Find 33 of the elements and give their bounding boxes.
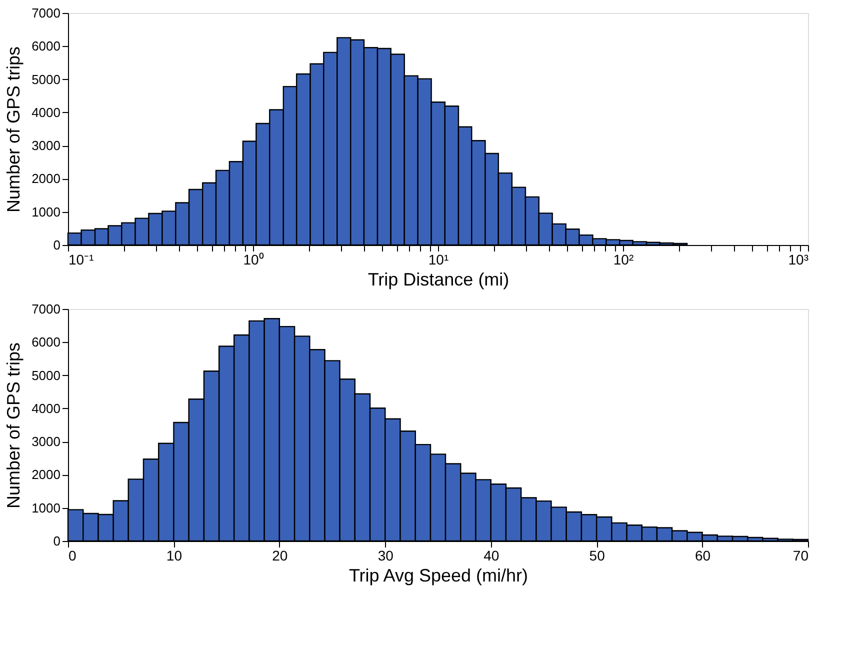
- x-tick-label: 10¹: [428, 252, 449, 268]
- x-axis-title: Trip Distance (mi): [368, 270, 510, 290]
- x-axis-title: Trip Avg Speed (mi/hr): [348, 566, 528, 586]
- y-tick-label: 3000: [32, 434, 60, 450]
- x-tick-label: 10³: [788, 252, 809, 268]
- x-tick-label: 20: [272, 548, 288, 564]
- y-tick-label: 1000: [32, 204, 60, 220]
- y-tick-label: 5000: [32, 72, 60, 87]
- y-tick-label: 1000: [32, 500, 60, 516]
- x-tick-label: 0: [68, 548, 76, 564]
- y-tick-label: 6000: [32, 38, 60, 54]
- x-tick-label: 50: [589, 548, 606, 564]
- x-tick-label: 10: [166, 548, 182, 564]
- y-tick-label: 5000: [32, 368, 60, 383]
- x-tick-label: 40: [484, 548, 500, 564]
- y-tick-label: 3000: [32, 138, 60, 154]
- y-tick-label: 4000: [32, 400, 60, 416]
- x-tick-label: 10⁻¹: [68, 252, 94, 268]
- y-tick-label: 2000: [32, 467, 60, 482]
- y-tick-label: 7000: [32, 6, 60, 20]
- y-tick-label: 0: [53, 534, 60, 548]
- x-tick-label: 60: [694, 548, 711, 564]
- y-axis-title: Number of GPS trips: [4, 342, 24, 509]
- y-axis-title: Number of GPS trips: [4, 46, 24, 213]
- x-tick-label: 30: [378, 548, 394, 564]
- y-tick-label: 6000: [32, 334, 60, 350]
- x-tick-label: 10⁰: [243, 252, 264, 268]
- y-tick-label: 7000: [32, 302, 60, 316]
- y-tick-label: 4000: [32, 104, 60, 120]
- y-tick-label: 0: [53, 238, 60, 252]
- x-tick-label: 10²: [613, 252, 634, 268]
- y-tick-label: 2000: [32, 171, 60, 186]
- x-tick-label: 70: [792, 548, 809, 564]
